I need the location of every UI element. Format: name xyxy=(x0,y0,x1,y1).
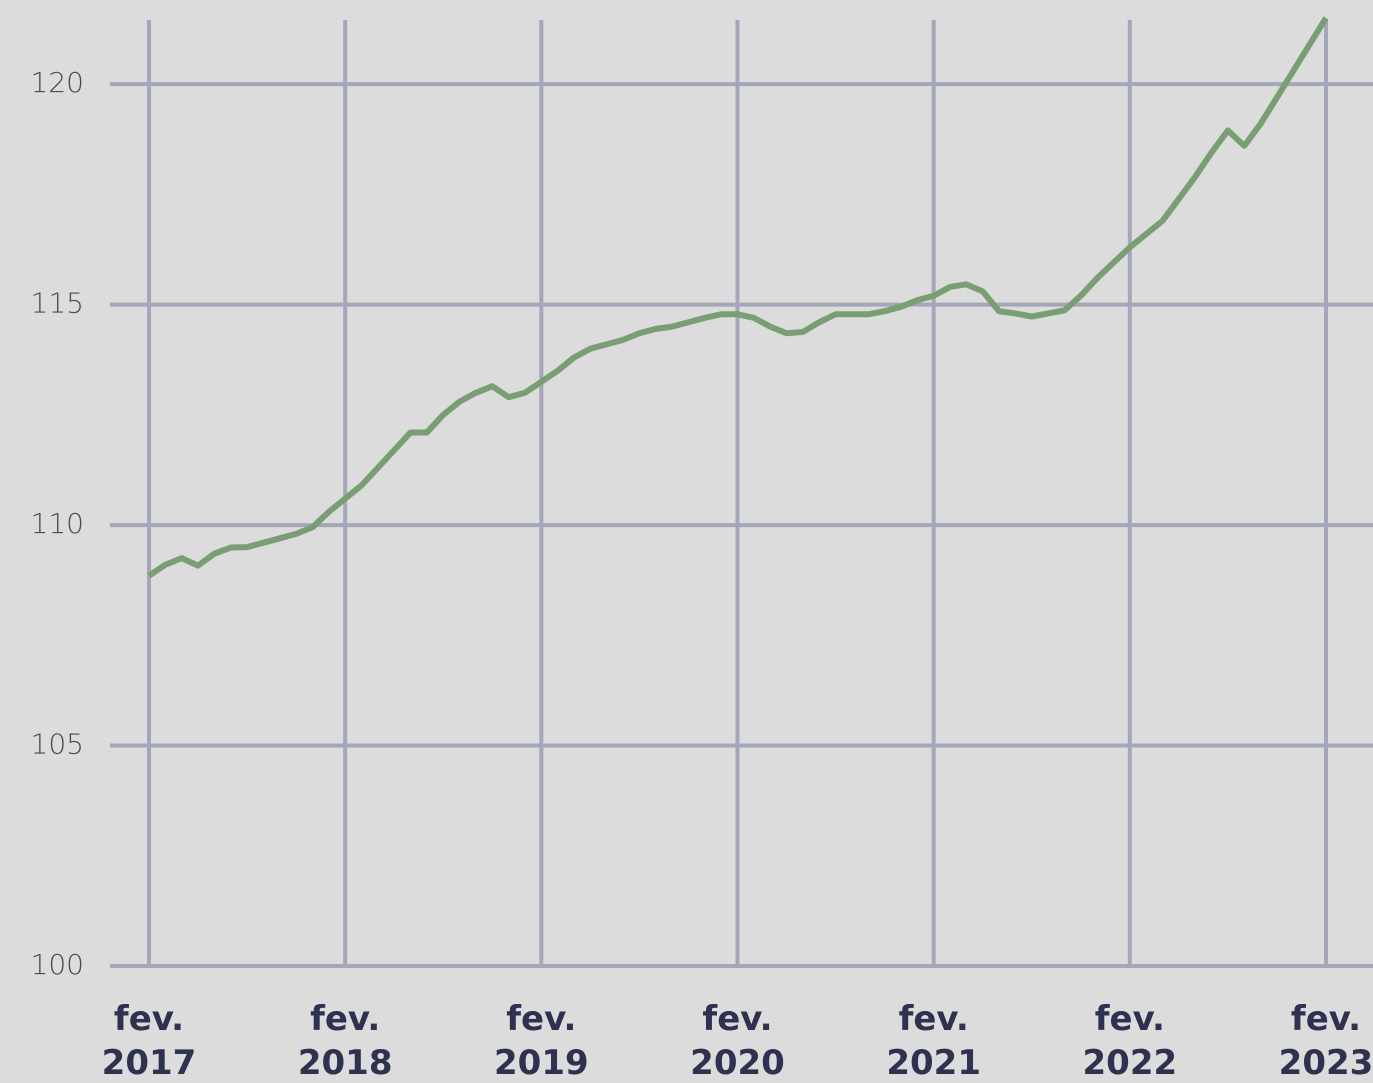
x-tick-label: fev. 2017 xyxy=(102,999,197,1083)
x-tick-label-line: fev. xyxy=(1095,999,1165,1039)
x-tick-label-line: 2018 xyxy=(298,1043,393,1083)
y-tick-label: 120 xyxy=(31,66,84,99)
x-tick-label-line: 2019 xyxy=(494,1043,589,1083)
y-tick-label: 115 xyxy=(31,287,84,320)
x-tick-label: fev. 2020 xyxy=(690,999,785,1083)
x-tick-label: fev. 2019 xyxy=(494,999,589,1083)
y-tick-label: 110 xyxy=(31,507,84,540)
x-tick-label: fev. 2018 xyxy=(298,999,393,1083)
x-tick-label-line: fev. xyxy=(702,999,772,1039)
x-tick-label-line: fev. xyxy=(506,999,576,1039)
x-tick-label: fev. 2023 xyxy=(1279,999,1373,1083)
x-tick-label-line: 2023 xyxy=(1279,1043,1373,1083)
x-tick-label-line: 2020 xyxy=(690,1043,785,1083)
x-tick-label: fev. 2021 xyxy=(886,999,981,1083)
x-tick-label-line: 2022 xyxy=(1083,1043,1178,1083)
x-tick-label-line: 2021 xyxy=(886,1043,981,1083)
x-tick-label-line: 2017 xyxy=(102,1043,197,1083)
y-tick-label: 105 xyxy=(31,728,84,761)
y-tick-label: 100 xyxy=(31,948,84,981)
data-line xyxy=(147,16,1329,579)
x-tick-label-line: fev. xyxy=(1291,999,1361,1039)
x-tick-label-line: fev. xyxy=(310,999,380,1039)
x-tick-label-line: fev. xyxy=(899,999,969,1039)
x-tick-label-line: fev. xyxy=(114,999,184,1039)
x-tick-label: fev. 2022 xyxy=(1083,999,1178,1083)
